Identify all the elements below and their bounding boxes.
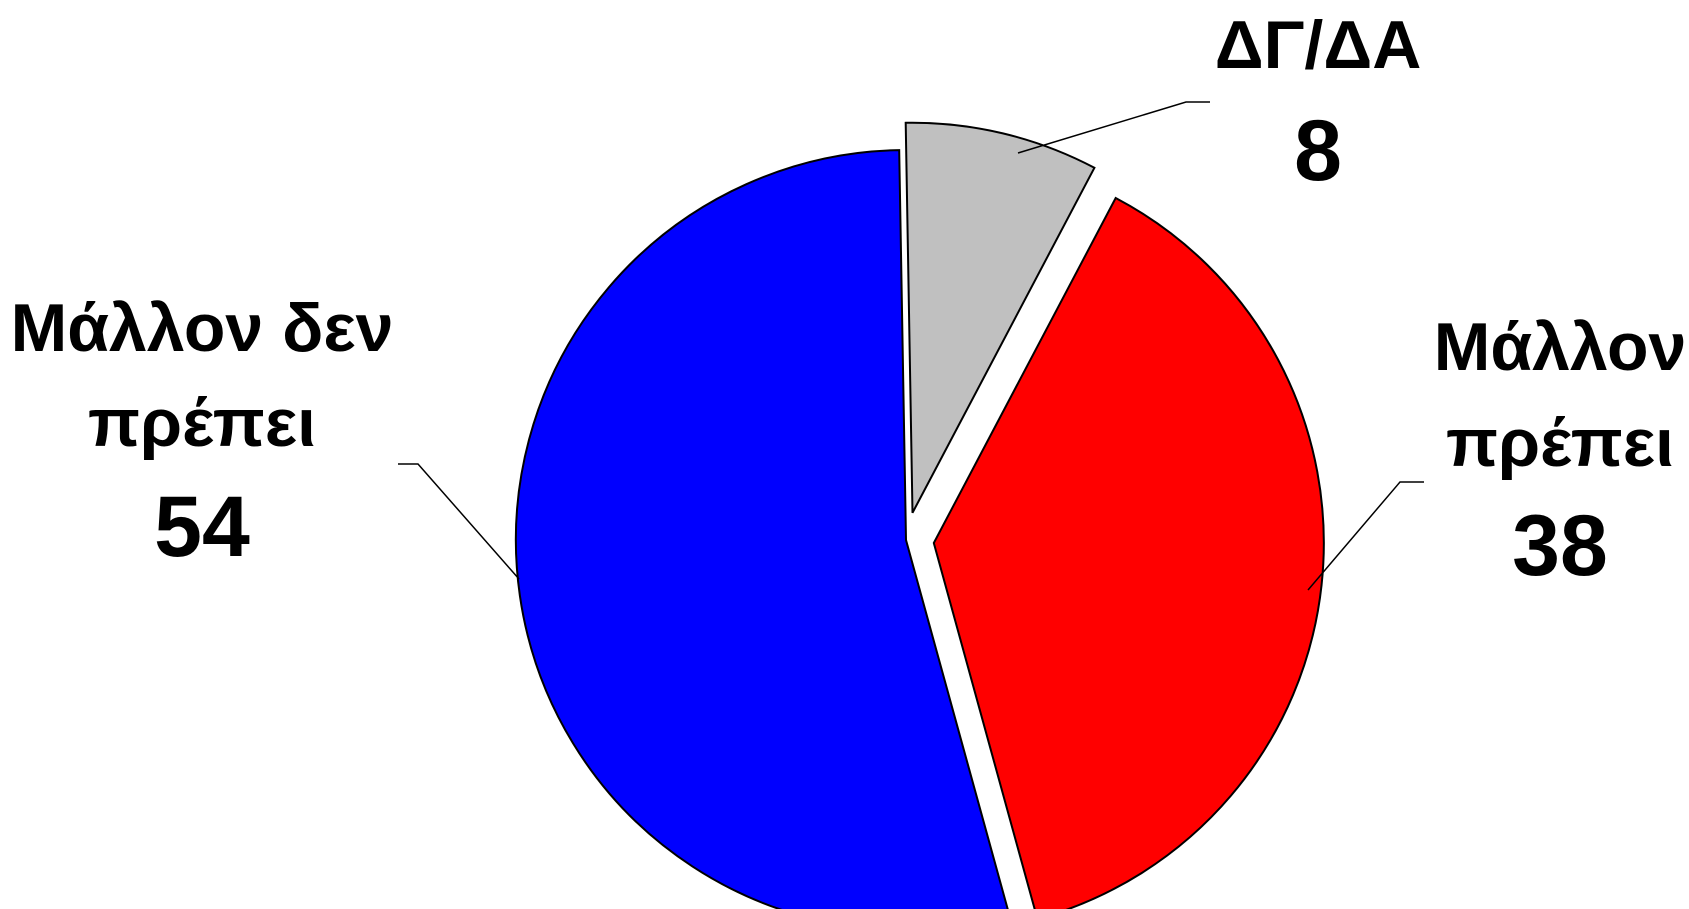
pie-slice-mallon-prepei: [932, 196, 1325, 909]
pie-slice-mallon-den-prepei: [514, 149, 1009, 909]
slice-label-dg-line-1: ΔΓ/ΔΑ: [1215, 7, 1422, 83]
slice-label-mallon-den-prepei-line-2: πρέπει: [88, 385, 316, 461]
slice-label-mallon-den-prepei-line-1: Μάλλον δεν: [11, 290, 394, 366]
leader-line-mallon-den-prepei: [398, 463, 520, 580]
pie-slices: [514, 121, 1325, 909]
slice-label-mallon-prepei-line-1: Μάλλον: [1434, 309, 1687, 385]
slice-label-dg: ΔΓ/ΔΑ 8: [1215, 7, 1422, 199]
slice-label-mallon-prepei: Μάλλον πρέπει 38: [1434, 309, 1687, 594]
leader-line-mallon-prepei: [1307, 481, 1424, 591]
leader-line-dg: [1017, 101, 1210, 154]
pie-slice-dg: [904, 121, 1096, 514]
slice-label-mallon-den-prepei: Μάλλον δεν πρέπει 54: [11, 290, 394, 575]
pie-leader-lines: [398, 101, 1424, 591]
slice-value-dg: 8: [1294, 103, 1342, 199]
slice-label-mallon-prepei-line-2: πρέπει: [1446, 405, 1674, 481]
slice-value-mallon-den-prepei: 54: [154, 479, 250, 575]
slice-value-mallon-prepei: 38: [1512, 498, 1608, 594]
